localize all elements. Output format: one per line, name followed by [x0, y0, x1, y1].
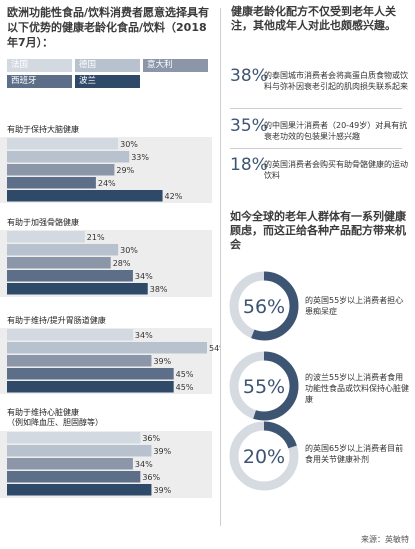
- bar: [7, 432, 141, 444]
- bar-value-label: 39%: [153, 357, 171, 366]
- legend-item-spain: 西班牙: [7, 75, 72, 88]
- right-title-2: 如今全球的老年人群体有一系列健康顾虑，而这正给各种产品配方带来机会: [230, 210, 406, 251]
- bar-value-label: 33%: [131, 153, 149, 162]
- ring-charts: 56% 55% 20%: [229, 271, 299, 491]
- legend-item-germany: 德国: [75, 59, 140, 72]
- bar-value-label: 21%: [87, 233, 105, 242]
- stat-text: 的英国消费者会购买有助骨骼健康的运动饮料: [264, 160, 408, 180]
- source-note: 来源：英敏特: [361, 535, 409, 544]
- bar-value-label: 42%: [165, 192, 183, 201]
- stat-value: 35%: [230, 116, 268, 136]
- group-title-bone: 有助于加强骨骼健康: [7, 218, 79, 227]
- bar-value-label: 34%: [135, 460, 153, 469]
- bar-value-label: 39%: [153, 447, 171, 456]
- bar-value-label: 36%: [142, 434, 160, 443]
- bar-value-label: 30%: [120, 140, 138, 149]
- ring-label: 的波兰55岁以上消费者食用功能性食品或饮料保持心脏健康: [305, 373, 409, 404]
- bar-chart: 30% 33% 29%24% 42% 21% 30% 28% 34% 38% 34% 54% 39% 4…: [7, 138, 220, 496]
- ring-value: 20%: [243, 446, 285, 468]
- bar-value-label: 38%: [150, 285, 168, 294]
- legend-item-italy: 意大利: [143, 59, 208, 72]
- stat-separator: [230, 108, 402, 109]
- bar-value-label: 39%: [153, 486, 171, 495]
- bar: [7, 381, 174, 393]
- right-title: 健康老龄化配方不仅受到老年人关注，其他成年人对此也颇感兴趣。: [231, 5, 396, 32]
- bar-value-label: 30%: [120, 246, 138, 255]
- group-title-heart: 有助于维持心脏健康 （例如降血压、胆固醇等）: [7, 408, 103, 427]
- legend-item-france: 法国: [7, 59, 72, 72]
- group-title-gut: 有助于维持/提升胃肠道健康: [7, 316, 106, 325]
- bar-value-label: 36%: [142, 473, 160, 482]
- bar: [7, 484, 152, 496]
- bar: [7, 458, 133, 470]
- bar-value-label: 34%: [135, 331, 153, 340]
- stat-value: 38%: [230, 66, 268, 86]
- group-title-brain: 有助于保持大脑健康: [7, 125, 79, 134]
- bar: [7, 231, 85, 243]
- ring-label: 的英国55岁以上消费者担心患痴呆症: [305, 296, 404, 316]
- bar: [7, 257, 111, 269]
- bar: [7, 190, 163, 202]
- bar: [7, 445, 152, 457]
- legend-item-poland: 波兰: [75, 75, 140, 88]
- bar: [7, 164, 115, 176]
- ring-fill: [229, 271, 299, 341]
- bar: [7, 151, 130, 163]
- bar-value-label: 34%: [135, 272, 153, 281]
- bar: [7, 368, 174, 380]
- bar-value-label: 29%: [116, 166, 134, 175]
- bar-value-label: 45%: [176, 383, 194, 392]
- ring-value: 56%: [243, 296, 285, 318]
- bar-value-label: 54%: [209, 344, 220, 353]
- bar-value-label: 24%: [98, 179, 116, 188]
- bar: [7, 329, 133, 341]
- bar: [7, 471, 141, 483]
- bar: [7, 342, 207, 354]
- bar: [7, 283, 148, 295]
- ring-value: 55%: [243, 376, 285, 398]
- bar: [7, 355, 152, 367]
- stat-text: 的中国果汁消费者（20-49岁）对具有抗衰老功效的包装果汁感兴趣: [264, 121, 408, 141]
- bar: [7, 138, 119, 150]
- column-divider: [220, 8, 221, 526]
- bar: [7, 177, 96, 189]
- bar-value-label: 45%: [176, 370, 194, 379]
- bar: [7, 244, 119, 256]
- ring-fill: [229, 351, 299, 421]
- bar-value-label: 28%: [113, 259, 131, 268]
- chart-title: 欧洲功能性食品/饮料消费者愿意选择具有以下优势的健康老龄化食品/饮料（2018年…: [7, 6, 210, 49]
- stat-value: 18%: [230, 155, 268, 175]
- stat-text: 的泰国城市消费者会将高蛋白质食物或饮料与弥补因衰老引起的肌肉损失联系起来: [264, 71, 408, 91]
- ring-fill: [229, 421, 299, 491]
- stat-separator: [230, 148, 402, 149]
- bar: [7, 270, 133, 282]
- ring-label: 的英国65岁以上消费者目前食用关节健康补剂: [305, 444, 404, 464]
